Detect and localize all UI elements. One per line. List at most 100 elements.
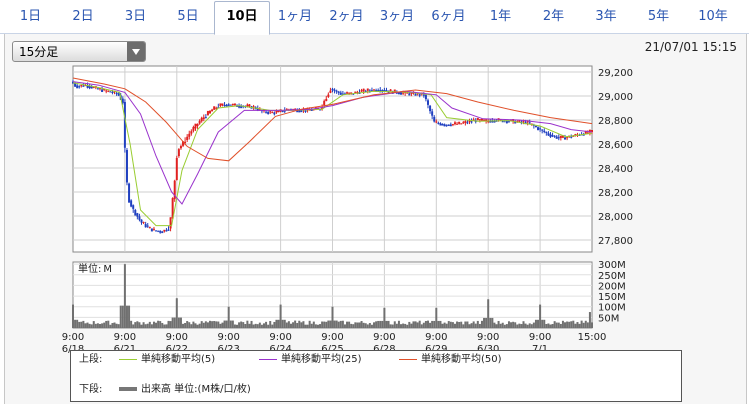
candle-body <box>128 183 131 203</box>
volume-bar <box>159 321 162 328</box>
candle-body <box>215 107 218 109</box>
volume-bar <box>202 322 205 328</box>
volume-bar <box>468 324 471 328</box>
candle-body <box>265 111 268 113</box>
candle-body <box>339 92 342 95</box>
interval-select[interactable]: 15分足 <box>12 41 146 62</box>
candle-body <box>489 120 492 123</box>
volume-bar <box>128 305 131 328</box>
volume-bar <box>433 320 436 328</box>
volume-bar <box>117 324 120 328</box>
volume-bar <box>480 320 483 328</box>
volume-bar <box>424 320 427 328</box>
volume-bar <box>447 321 450 328</box>
tab-10[interactable]: 2年 <box>542 9 565 24</box>
volume-bar <box>86 322 89 328</box>
volume-bar <box>343 324 346 328</box>
candle-body <box>354 91 357 94</box>
tab-5[interactable]: 1ヶ月 <box>277 9 313 24</box>
volume-bar <box>146 323 149 328</box>
volume-bar <box>94 323 97 328</box>
candle-body <box>329 90 332 93</box>
candle-body <box>528 122 531 124</box>
volume-bar <box>537 319 540 328</box>
candle-body <box>136 213 139 217</box>
volume-bar <box>200 321 203 328</box>
volume-bar <box>196 324 199 328</box>
volume-bar <box>379 320 382 328</box>
candle-body <box>522 120 525 122</box>
volume-bar <box>123 264 126 328</box>
legend-ma5-label: 単純移動平均(5) <box>141 354 216 365</box>
candle-body <box>80 85 83 87</box>
volume-bar <box>397 320 400 328</box>
volume-bar <box>98 323 101 328</box>
volume-bar <box>445 323 448 328</box>
legend-upper-label: 上段: <box>79 354 103 365</box>
candle-body <box>588 129 591 133</box>
candle-body <box>397 92 400 95</box>
volume-bar <box>561 320 564 328</box>
candle-body <box>142 222 145 224</box>
tab-8[interactable]: 6ヶ月 <box>431 9 466 24</box>
volume-bar <box>360 321 363 328</box>
volume-bar <box>144 324 147 328</box>
candle-body <box>298 109 301 113</box>
volume-bar <box>323 321 326 328</box>
tab-4[interactable]: 10日 <box>214 1 270 35</box>
volume-bar <box>402 323 405 328</box>
volume-bar <box>501 322 504 328</box>
volume-bar <box>412 321 415 328</box>
candle-body <box>518 119 521 122</box>
volume-bar <box>453 323 456 328</box>
volume-bar <box>209 320 212 328</box>
x-tick-date: 6/22 <box>166 344 188 355</box>
candle-body <box>161 231 164 234</box>
candle-body <box>323 100 326 106</box>
tab-6[interactable]: 2ヶ月 <box>329 9 364 24</box>
chevron-down-icon[interactable] <box>127 42 145 61</box>
candle-body <box>360 90 363 92</box>
legend-volume: 出来高 単位:(M株/口/枚) <box>119 383 251 397</box>
tab-11[interactable]: 3年 <box>595 9 617 24</box>
candle-body <box>252 106 255 108</box>
volume-bar <box>229 320 232 328</box>
tab-7[interactable]: 3ヶ月 <box>379 9 415 24</box>
candle-body <box>362 88 365 92</box>
volume-bar <box>306 324 309 328</box>
tab-9[interactable]: 1年 <box>489 9 512 24</box>
volume-bar <box>553 321 556 328</box>
volume-bar <box>406 324 409 328</box>
volume-bar <box>310 323 313 328</box>
candle-body <box>464 121 467 123</box>
volume-bar <box>107 320 110 328</box>
volume-bar <box>136 321 139 328</box>
volume-bar <box>105 320 108 328</box>
candle-body <box>196 123 199 126</box>
tab-3[interactable]: 5日 <box>177 9 199 24</box>
candle-body <box>159 231 162 233</box>
volume-bar <box>244 324 247 328</box>
tab-1[interactable]: 2日 <box>72 9 94 24</box>
volume-bar <box>368 323 371 328</box>
candle-body <box>393 89 396 92</box>
time-x-axis: 9:006/189:006/219:006/229:006/239:006/24… <box>62 332 607 355</box>
volume-bar <box>495 324 498 328</box>
volume-bar <box>408 321 411 328</box>
legend-lower-label: 下段: <box>79 384 103 395</box>
x-tick-date: 6/24 <box>269 344 291 355</box>
candle-body <box>545 132 548 133</box>
tab-0[interactable]: 1日 <box>19 9 42 24</box>
tab-2[interactable]: 3日 <box>124 9 147 24</box>
volume-bar <box>414 321 417 328</box>
volume-bar <box>111 323 114 328</box>
candle-body <box>171 198 174 219</box>
tab-12[interactable]: 5年 <box>647 9 670 24</box>
tab-13[interactable]: 10年 <box>698 9 728 24</box>
volume-bar <box>339 320 342 328</box>
volume-bar <box>526 324 529 328</box>
volume-bar <box>370 324 373 328</box>
x-tick-time: 9:00 <box>529 332 551 343</box>
x-tick-date: 6/21 <box>114 344 136 355</box>
